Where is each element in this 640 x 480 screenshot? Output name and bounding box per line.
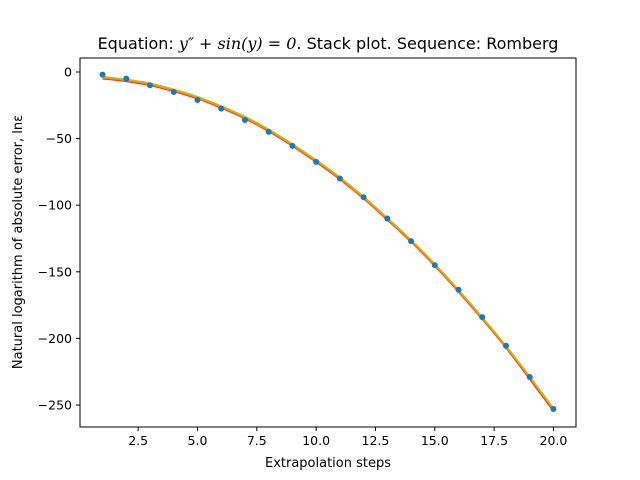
data-point xyxy=(360,194,367,201)
data-point xyxy=(147,82,154,89)
y-tick-label: −250 xyxy=(38,398,72,413)
data-point xyxy=(123,75,130,82)
x-axis-label: Extrapolation steps xyxy=(265,456,391,471)
data-point xyxy=(218,105,225,112)
plot-frame xyxy=(79,57,577,428)
data-point xyxy=(502,342,509,349)
data-point xyxy=(313,158,320,165)
x-tick-label: 7.5 xyxy=(247,433,267,448)
plot-area xyxy=(79,57,577,428)
data-point xyxy=(526,374,533,381)
x-tick-label: 5.0 xyxy=(188,433,208,448)
x-tick-label: 2.5 xyxy=(128,433,148,448)
data-point xyxy=(289,142,296,149)
y-tick-label: 0 xyxy=(64,64,72,79)
x-tick-label: 17.5 xyxy=(480,433,508,448)
data-point xyxy=(170,88,177,95)
data-point xyxy=(241,116,248,123)
data-point xyxy=(265,128,272,135)
points-layer xyxy=(99,71,557,413)
y-tick-label: −200 xyxy=(38,331,72,346)
y-axis-label: Natural logarithm of absolute error, lnε xyxy=(11,115,26,369)
data-point xyxy=(550,406,557,413)
chart-title: Equation: y″ + sin(y) = 0. Stack plot. S… xyxy=(98,34,559,53)
x-tick-label: 20.0 xyxy=(540,433,568,448)
data-point xyxy=(431,262,438,269)
data-point xyxy=(479,314,486,321)
data-point xyxy=(336,175,343,182)
data-point xyxy=(455,286,462,293)
data-point xyxy=(194,96,201,103)
data-point xyxy=(384,215,391,222)
y-axis: 0 −50 −100 −150 −200 −250 xyxy=(38,64,80,413)
x-tick-label: 15.0 xyxy=(421,433,449,448)
x-axis: 2.5 5.0 7.5 10.0 12.5 15.0 17.5 20.0 xyxy=(128,427,567,448)
x-tick-label: 12.5 xyxy=(362,433,390,448)
y-tick-label: −100 xyxy=(38,198,72,213)
data-point xyxy=(408,238,415,245)
data-point xyxy=(99,71,106,78)
y-tick-label: −50 xyxy=(46,131,72,146)
y-tick-label: −150 xyxy=(38,264,72,279)
x-tick-label: 10.0 xyxy=(302,433,330,448)
